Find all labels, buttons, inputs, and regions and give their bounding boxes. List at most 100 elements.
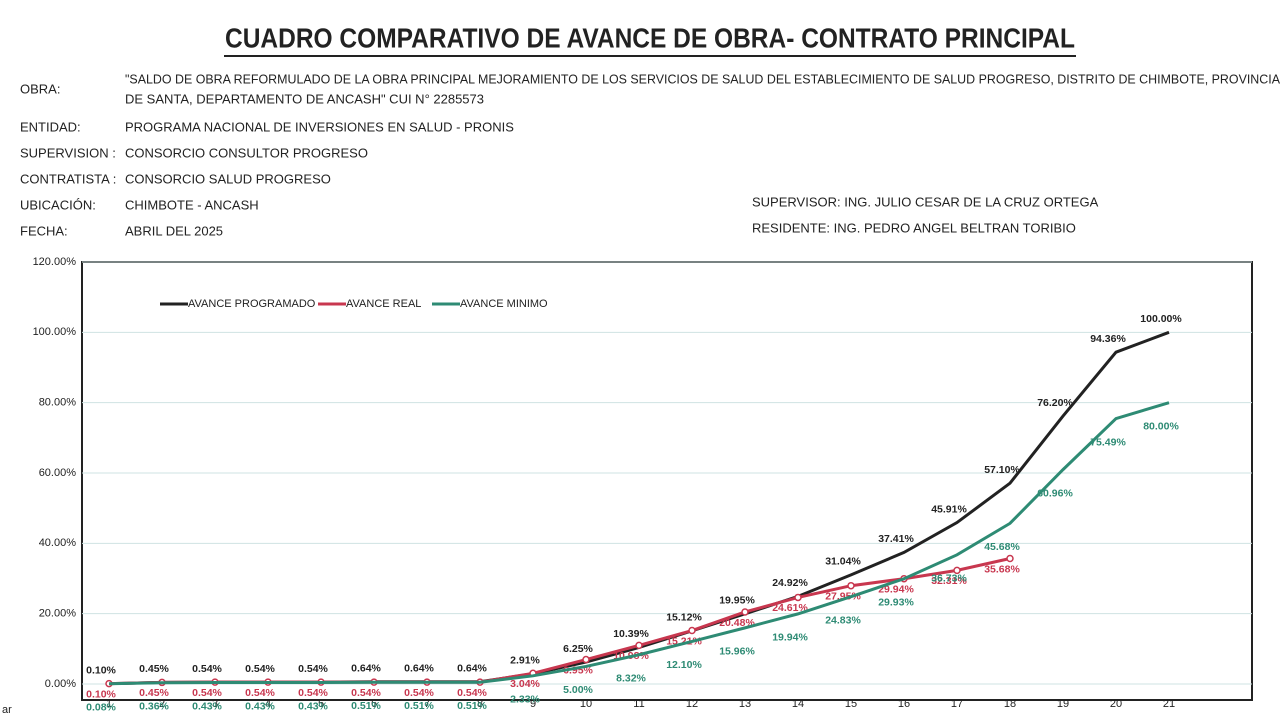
value-label: 0.08% <box>86 701 116 713</box>
legend-label: AVANCE REAL <box>346 298 421 310</box>
field-value: ABRIL DEL 2025 <box>125 223 223 238</box>
value-label: 0.51% <box>351 700 381 712</box>
x-tick-label: 2 <box>159 698 165 710</box>
value-label: 57.10% <box>984 464 1020 476</box>
x-tick-label: 4 <box>265 698 271 710</box>
value-label: 37.41% <box>878 533 914 545</box>
value-label: 0.54% <box>457 687 487 699</box>
value-label: 0.54% <box>298 663 328 675</box>
x-tick-label: 3 <box>212 698 218 710</box>
value-label: 15.96% <box>719 646 755 658</box>
value-label: 0.43% <box>245 700 275 712</box>
value-label: 0.10% <box>86 664 116 676</box>
value-label: 2.91% <box>510 655 540 667</box>
x-tick-label: 9 <box>530 698 536 710</box>
value-label: 31.04% <box>825 556 861 568</box>
x-tick-label: 6 <box>371 698 377 710</box>
field-label: ENTIDAD: <box>20 119 81 134</box>
value-label: 3.04% <box>510 678 540 690</box>
point <box>1006 554 1014 563</box>
value-label: 0.45% <box>139 663 169 675</box>
value-label: 0.54% <box>192 663 222 675</box>
x-tick-label: 12 <box>686 698 698 710</box>
x-tick-label: 16 <box>898 698 910 710</box>
point <box>953 566 961 575</box>
field-label: CONTRATISTA : <box>20 171 116 186</box>
value-label: 0.43% <box>298 700 328 712</box>
value-label: 0.54% <box>298 687 328 699</box>
field-label: SUPERVISION : <box>20 145 116 160</box>
field-value: "SALDO DE OBRA REFORMULADO DE LA OBRA PR… <box>125 71 1280 86</box>
field-label: OBRA: <box>20 81 60 96</box>
legend-label: AVANCE MINIMO <box>460 298 548 310</box>
field-value: PROGRAMA NACIONAL DE INVERSIONES EN SALU… <box>125 119 514 134</box>
value-label: 0.64% <box>404 663 434 675</box>
value-label: 60.96% <box>1037 487 1073 499</box>
value-label: 80.00% <box>1143 420 1179 432</box>
field-value: CONSORCIO SALUD PROGRESO <box>125 171 331 186</box>
x-tick-label: 21 <box>1163 698 1175 710</box>
value-label: 45.68% <box>984 541 1020 553</box>
value-label: 0.43% <box>192 700 222 712</box>
x-tick-label: 13 <box>739 698 751 710</box>
x-tick-label: 18 <box>1004 698 1016 710</box>
field-value: CHIMBOTE - ANCASH <box>125 197 259 212</box>
value-label: 0.45% <box>139 687 169 699</box>
x-tick-label: 20 <box>1110 698 1122 710</box>
y-tick-label: 60.00% <box>39 467 77 479</box>
point <box>741 608 749 616</box>
value-label: 0.64% <box>351 663 381 675</box>
x-tick-label: 7 <box>424 698 430 710</box>
x-tick-label: 5 <box>318 698 324 710</box>
field-value: DE SANTA, DEPARTAMENTO DE ANCASH" CUI N°… <box>125 91 484 106</box>
value-label: 76.20% <box>1037 397 1073 409</box>
y-tick-label: 0.00% <box>45 678 76 690</box>
x-tick-label: 17 <box>951 698 963 710</box>
point <box>847 581 855 590</box>
supervisor: SUPERVISOR: ING. JULIO CESAR DE LA CRUZ … <box>752 194 1099 209</box>
value-label: 27.95% <box>825 590 861 602</box>
value-label: 75.49% <box>1090 436 1126 448</box>
x-tick-label: 8 <box>477 698 483 710</box>
value-label: 0.36% <box>139 701 169 713</box>
x-tick-label: 11 <box>633 698 644 710</box>
residente: RESIDENTE: ING. PEDRO ANGEL BELTRAN TORI… <box>752 220 1076 235</box>
value-label: 24.61% <box>772 602 808 614</box>
y-tick-label: 80.00% <box>39 397 77 409</box>
legend-label: AVANCE PROGRAMADO <box>188 298 316 310</box>
value-label: 0.51% <box>404 700 434 712</box>
value-label: 32.31% <box>931 575 967 587</box>
y-tick-label: 20.00% <box>39 608 77 620</box>
value-label: 12.10% <box>666 659 702 671</box>
value-label: 100.00% <box>1140 313 1182 325</box>
value-label: 6.25% <box>563 643 593 655</box>
value-label: 0.54% <box>245 687 275 699</box>
value-label: 24.92% <box>772 577 808 589</box>
field-value: CONSORCIO CONSULTOR PROGRESO <box>125 145 368 160</box>
value-label: 0.10% <box>86 688 116 700</box>
series-line <box>108 401 1170 686</box>
value-label: 2.33% <box>510 694 540 706</box>
value-label: 19.94% <box>772 632 808 644</box>
point <box>582 655 590 664</box>
point <box>794 593 802 602</box>
value-label: 94.36% <box>1090 333 1126 345</box>
value-label: 36.73% <box>931 573 967 585</box>
value-label: 0.54% <box>192 687 222 699</box>
y-tick-label: 100.00% <box>33 326 77 338</box>
point <box>635 641 643 650</box>
x-tick-label: 19 <box>1057 698 1069 710</box>
stray-text: ar <box>2 704 12 716</box>
field-label: UBICACIÓN: <box>20 197 96 212</box>
value-label: 0.64% <box>457 663 487 675</box>
x-tick-label: 1 <box>106 698 112 710</box>
value-label: 35.68% <box>984 563 1020 575</box>
y-tick-label: 120.00% <box>33 256 77 268</box>
x-tick-label: 14 <box>792 698 804 710</box>
x-tick-label: 10 <box>580 698 592 710</box>
value-label: 10.39% <box>613 628 649 640</box>
value-label: 8.32% <box>616 673 646 685</box>
value-label: 5.00% <box>563 684 593 696</box>
field-label: FECHA: <box>20 223 68 238</box>
